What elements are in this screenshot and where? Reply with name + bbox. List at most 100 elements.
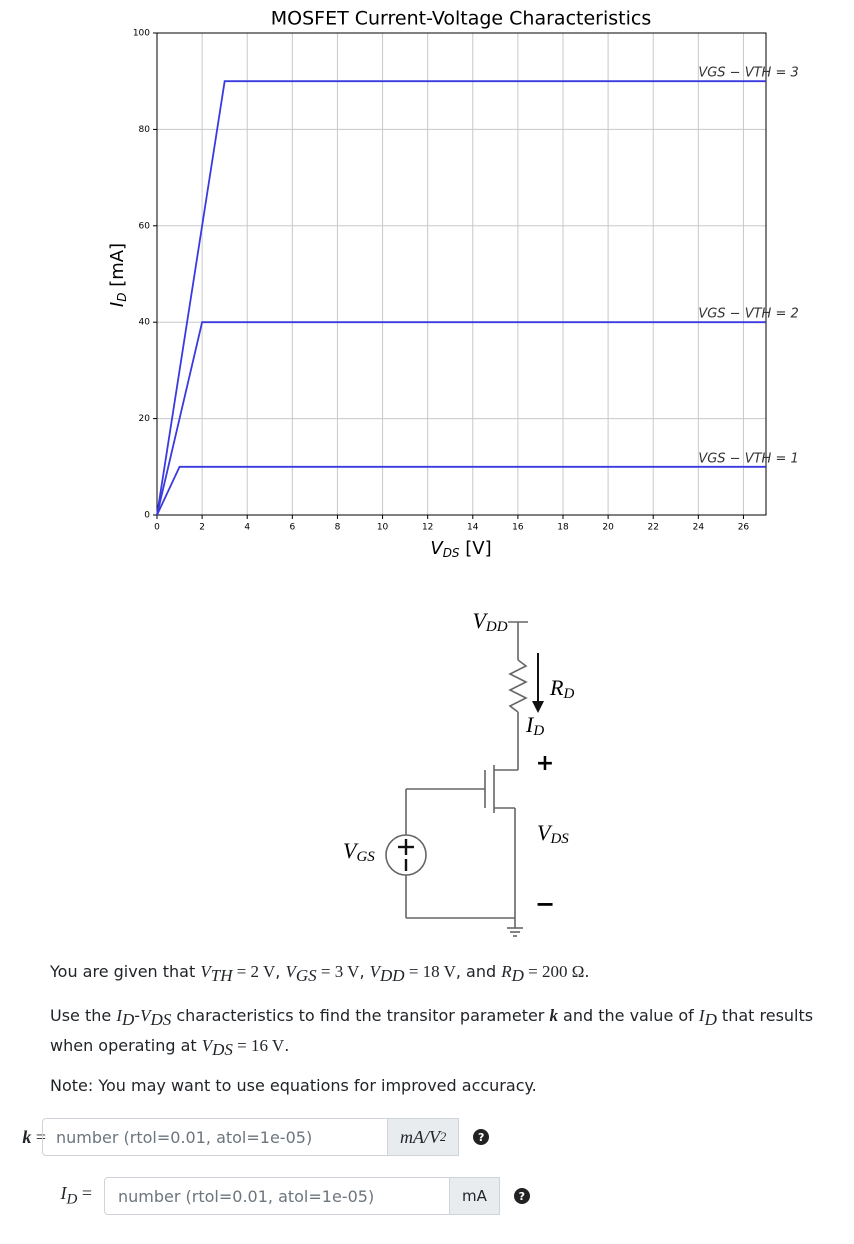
text: Use the [50,1006,117,1025]
label-part: GS [356,849,375,865]
math: I [116,1006,122,1025]
series-line [156,80,766,516]
math: DS [212,1040,233,1060]
arrow-head [532,701,544,713]
math: = [77,1183,92,1204]
y-label-part: D [115,293,129,302]
line-label: VGS − VTH = 2 [698,307,798,322]
text: , and [455,962,502,981]
unit-text: mA [462,1187,487,1205]
math: = 200 Ω [523,962,585,981]
text: . [284,1036,290,1056]
input-field[interactable]: number (rtol=0.01, atol=1e-05) [104,1177,450,1215]
y-tick-label: 40 [139,318,151,328]
math: DD [380,966,405,986]
math: R [501,962,512,981]
text: . [584,962,590,981]
math: k [549,1006,558,1025]
label-part: V [472,608,488,633]
x-label-part: V [430,538,444,559]
y-tick-label: 80 [139,125,151,135]
math: D [704,1010,717,1030]
paragraph: Use the ID-VDS characteristics to find t… [50,1003,840,1063]
math: = [31,1126,46,1147]
math: = 3 V [316,962,360,981]
math: V [200,962,211,981]
math: I [698,1006,705,1025]
vds-label: VDS [537,820,569,847]
vgs-label: VGS [343,838,375,865]
chart-title: MOSFET Current-Voltage Characteristics [271,8,651,30]
x-tick-label: 6 [289,523,295,533]
y-tick-label: 100 [133,29,150,39]
label-part: I [525,712,535,737]
minus-label: − [535,890,555,918]
math: = 16 V [232,1036,285,1056]
math: = 2 V [232,962,276,981]
x-tick-label: 20 [602,523,614,533]
label-part: D [562,686,574,702]
series-line [156,465,766,516]
math: D [511,966,524,986]
help-button[interactable]: ? [473,1129,490,1145]
source-symbol [398,839,414,871]
circuit-diagram: VDD RD ID + VDS − VGS [343,608,574,937]
input-field[interactable]: number (rtol=0.01, atol=1e-05) [42,1118,388,1156]
text: , [359,962,370,981]
input-label: k = [0,1127,46,1148]
unit: mA/V 2 [388,1118,460,1156]
paragraph: You are given that VTH = 2 V, VGS = 3 V,… [50,959,840,989]
x-label-part: DS [443,546,460,560]
math: D [66,1191,78,1208]
label-part: V [343,838,359,863]
math: GS [295,966,317,986]
y-tick-label: 60 [139,221,151,231]
x-axis-label: VDS [V] [430,538,491,560]
id-label: ID [525,712,544,739]
math: I [60,1183,67,1204]
label-part: DD [485,619,508,635]
x-tick-label: 16 [512,523,524,533]
math: = 18 V [404,962,456,981]
line-label: VGS − VTH = 3 [698,66,798,81]
input-row: ID = number (rtol=0.01, atol=1e-05) mA ? [0,1176,530,1216]
y-tick-label: 20 [139,414,151,424]
y-tick-label: 0 [144,511,150,521]
y-label-part: I [107,302,128,307]
math: DS [150,1010,172,1030]
label-part: V [537,820,553,845]
x-tick-label: 26 [738,523,750,533]
x-tick-label: 2 [199,523,205,533]
math: V [201,1036,213,1056]
x-tick-label: 14 [467,523,479,533]
text: , [275,962,286,981]
x-tick-label: 4 [244,523,250,533]
math: TH [210,966,233,986]
rd-label: RD [549,675,574,702]
x-tick-label: 24 [693,523,705,533]
series-line [156,321,766,516]
unit-text: 2 [440,1129,447,1144]
line-label: VGS − VTH = 1 [698,451,798,466]
x-tick-label: 18 [557,523,569,533]
label-part: R [549,675,564,700]
math: k [22,1126,32,1147]
vdd-label: VDD [472,608,507,635]
input-row: k = number (rtol=0.01, atol=1e-05) mA/V 2… [0,1117,490,1157]
unit-text: mA/V [400,1126,440,1147]
x-tick-label: 22 [647,523,658,533]
x-tick-label: 8 [335,523,341,533]
x-tick-label: 10 [377,523,389,533]
text: You are given that [50,962,201,981]
text: and the value of [557,1006,699,1025]
text: that results when operating at [50,1006,814,1056]
help-button[interactable]: ? [513,1188,530,1204]
unit: mA [450,1177,500,1215]
x-tick-label: 0 [154,523,160,533]
input-label: ID = [0,1183,93,1209]
note: Note: You may want to use equations for … [50,1076,537,1095]
x-tick-label: 12 [422,523,433,533]
label-part: D [532,723,544,739]
x-label-part: [V] [460,538,492,559]
